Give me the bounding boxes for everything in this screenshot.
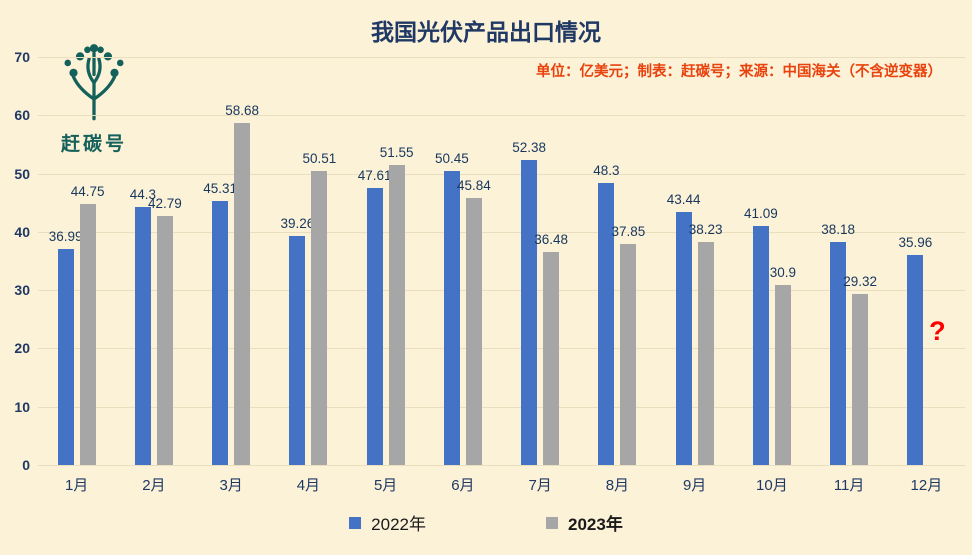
bar-value-label: 37.85 <box>611 224 646 240</box>
bar-value-label: 51.55 <box>379 144 414 160</box>
legend-swatch-2022-icon <box>349 516 362 529</box>
bar-value-label: 58.68 <box>225 102 260 118</box>
x-axis-tick-label: 5月 <box>373 477 398 494</box>
bar-value-label: 39.26 <box>280 216 315 232</box>
x-axis-tick-label: 11月 <box>833 477 865 494</box>
x-axis-tick-label: 12月 <box>910 477 943 494</box>
y-axis-tick-label: 60 <box>14 107 30 124</box>
missing-value-question-mark: ? <box>929 316 946 346</box>
bar-2022年-10月 <box>752 225 769 465</box>
y-axis-tick-label: 30 <box>14 282 30 299</box>
chart-subtitle: 单位：亿美元；制表：赶碳号；来源：中国海关（不含逆变器） <box>536 64 942 80</box>
gridline <box>38 348 965 350</box>
bar-value-label: 36.99 <box>48 229 83 245</box>
x-axis-tick-label: 7月 <box>528 477 552 494</box>
bar-value-label: 44.3 <box>129 186 157 202</box>
bar-2022年-5月 <box>366 187 383 465</box>
bar-2023年-9月 <box>697 242 714 465</box>
y-axis-tick-label: 10 <box>14 398 30 415</box>
x-axis-tick-label: 3月 <box>219 477 243 494</box>
bar-2023年-1月 <box>79 204 96 465</box>
gridline <box>38 231 965 233</box>
bar-value-label: 38.23 <box>688 222 723 238</box>
bar-value-label: 50.51 <box>302 150 337 166</box>
bar-value-label: 45.31 <box>203 180 238 196</box>
bar-2022年-2月 <box>134 206 151 465</box>
bar-2023年-10月 <box>774 284 791 465</box>
x-axis-tick-label: 8月 <box>605 477 630 494</box>
bar-value-label: 47.61 <box>357 167 392 183</box>
bar-2023年-2月 <box>156 215 173 465</box>
gridline <box>38 406 965 408</box>
chart-title: 我国光伏产品出口情况 <box>371 19 601 45</box>
bar-2023年-8月 <box>620 244 637 465</box>
bar-value-label: 43.44 <box>666 191 701 207</box>
gridline <box>38 115 965 117</box>
bar-2022年-9月 <box>675 211 692 465</box>
tree-icon <box>64 44 124 121</box>
bar-value-label: 41.09 <box>743 205 778 221</box>
bar-value-label: 42.79 <box>147 195 182 211</box>
bar-value-label: 36.48 <box>534 232 569 248</box>
y-axis-tick-label: 70 <box>14 49 30 65</box>
x-axis-tick-label: 2月 <box>142 477 166 494</box>
x-axis-tick-label: 10月 <box>756 477 788 494</box>
legend-swatch-2023-icon <box>546 516 558 529</box>
bar-2023年-5月 <box>388 164 405 465</box>
bar-2023年-7月 <box>543 252 560 465</box>
y-axis-tick-label: 40 <box>14 223 30 240</box>
bar-value-label: 38.18 <box>821 222 856 238</box>
x-axis-tick-label: 9月 <box>682 477 707 494</box>
bar-2023年-4月 <box>311 170 328 465</box>
gridline <box>38 290 965 292</box>
x-axis-tick-label: 6月 <box>451 477 475 494</box>
logo: 赶碳号 <box>48 40 140 156</box>
x-axis-tick-label: 1月 <box>64 477 89 494</box>
bar-value-label: 52.38 <box>512 139 547 155</box>
y-axis-tick-label: 0 <box>22 457 30 473</box>
y-axis-tick-label: 20 <box>14 340 30 357</box>
legend-label-2023: 2023年 <box>568 515 623 534</box>
legend-label-2022: 2022年 <box>371 515 426 534</box>
bar-value-label: 44.75 <box>70 184 105 200</box>
bar-2022年-11月 <box>830 242 847 465</box>
bar-value-label: 35.96 <box>898 235 933 251</box>
bar-value-label: 48.3 <box>593 163 620 179</box>
bar-value-label: 30.9 <box>769 264 797 280</box>
gridline <box>38 57 965 58</box>
legend-item-2023: 2023年 <box>546 510 623 535</box>
plot-area: 0 10 20 30 40 50 60 70 1月 36.99 44.75 2月 44.3 42.79 3月… <box>14 49 965 494</box>
bar-2022年-3月 <box>212 200 229 465</box>
bar-value-label: 50.45 <box>434 150 469 166</box>
bar-value-label: 45.84 <box>456 177 491 193</box>
bar-2022年-12月 <box>907 255 924 465</box>
x-axis-tick-label: 4月 <box>296 477 321 494</box>
gridline <box>38 173 965 175</box>
bar-2023年-3月 <box>234 122 251 465</box>
bar-2023年-11月 <box>852 294 869 465</box>
bar-2023年-6月 <box>465 197 482 465</box>
gridline <box>38 465 965 466</box>
legend: 2022年 2023年 <box>0 510 972 535</box>
y-axis-tick-label: 50 <box>14 165 30 182</box>
bar-2022年-7月 <box>521 159 538 465</box>
bar-value-label: 29.32 <box>843 274 878 290</box>
bar-2022年-6月 <box>443 170 460 465</box>
bar-2022年-4月 <box>289 236 306 465</box>
legend-item-2022: 2022年 <box>349 510 426 535</box>
bar-2022年-8月 <box>598 183 615 465</box>
logo-text: 赶碳号 <box>60 134 127 155</box>
bar-2022年-1月 <box>57 249 74 465</box>
